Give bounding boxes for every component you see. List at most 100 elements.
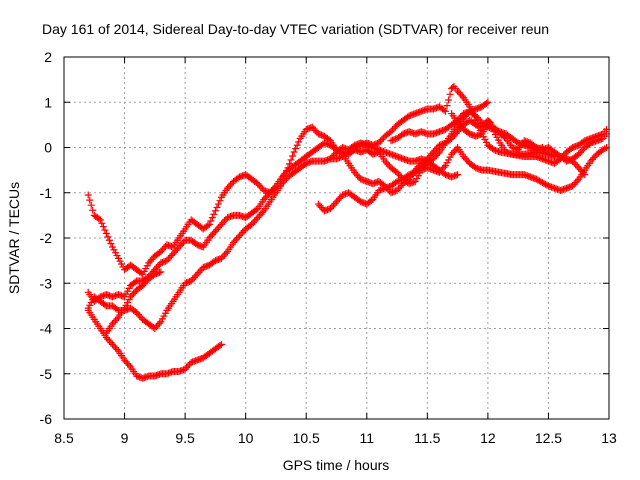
data-point <box>211 227 219 235</box>
data-point <box>310 125 318 133</box>
data-point <box>579 138 587 146</box>
data-point <box>105 337 113 345</box>
data-point <box>429 148 437 156</box>
data-point <box>603 144 611 151</box>
series-track-7 <box>326 139 462 181</box>
y-tick-label: 0 <box>44 140 52 156</box>
data-point <box>482 122 490 130</box>
data-point <box>457 113 465 121</box>
data-point <box>214 200 222 208</box>
data-point <box>395 185 403 193</box>
data-point <box>151 325 159 332</box>
data-point <box>205 220 213 228</box>
data-point <box>164 255 172 263</box>
data-point <box>432 145 440 153</box>
data-point <box>230 239 238 247</box>
data-point <box>148 255 156 263</box>
data-point <box>183 364 191 372</box>
y-tick-label: -3 <box>40 275 53 291</box>
data-point <box>149 271 157 279</box>
data-point <box>207 217 215 225</box>
data-point <box>220 251 228 259</box>
data-point <box>329 151 337 159</box>
data-point <box>475 123 483 131</box>
data-point <box>455 89 463 97</box>
data-point <box>457 90 465 98</box>
data-point <box>267 187 275 195</box>
data-point <box>121 356 129 364</box>
data-point <box>381 157 389 165</box>
data-point <box>448 150 456 158</box>
data-point <box>451 147 459 155</box>
data-point <box>541 147 549 155</box>
data-point <box>429 155 437 163</box>
data-point <box>140 280 148 288</box>
data-point <box>576 149 584 157</box>
data-point <box>216 341 224 349</box>
data-point <box>255 181 263 189</box>
series-track-3 <box>84 82 611 332</box>
x-tick-label: 9.5 <box>175 430 195 446</box>
data-point <box>252 206 260 214</box>
data-point <box>463 156 471 164</box>
data-point <box>157 248 165 256</box>
data-point <box>208 214 216 222</box>
data-point <box>231 237 239 245</box>
data-point <box>378 136 386 144</box>
data-point <box>461 154 469 162</box>
data-point <box>454 171 462 179</box>
data-point <box>446 90 454 98</box>
data-point <box>482 99 490 107</box>
data-point <box>570 180 578 188</box>
data-point <box>175 243 183 251</box>
data-point <box>541 180 549 188</box>
data-point <box>96 216 104 224</box>
data-point <box>193 270 201 278</box>
data-point <box>257 183 265 191</box>
data-point <box>314 200 322 208</box>
data-point <box>375 139 383 147</box>
data-point <box>590 154 598 162</box>
data-point <box>220 217 228 225</box>
data-point <box>169 250 177 258</box>
data-point <box>569 182 577 190</box>
data-point <box>84 191 92 199</box>
data-point <box>252 215 260 223</box>
data-point <box>234 174 242 182</box>
y-axis-label: SDTVAR / TECUs <box>6 182 22 294</box>
data-point <box>460 153 468 161</box>
data-point <box>219 219 227 227</box>
data-point <box>225 183 233 191</box>
data-point <box>217 340 225 348</box>
data-point <box>254 180 262 188</box>
data-point <box>472 112 480 120</box>
data-point <box>249 219 257 227</box>
data-point <box>102 229 110 237</box>
data-point <box>579 169 587 177</box>
data-point <box>210 229 218 237</box>
data-point <box>113 305 121 313</box>
chart-title: Day 161 of 2014, Sidereal Day-to-day VTE… <box>42 21 549 37</box>
data-point <box>572 160 580 168</box>
data-point <box>107 339 115 347</box>
data-point <box>152 323 160 331</box>
data-point <box>328 203 336 211</box>
data-point <box>449 149 457 157</box>
data-point <box>572 179 580 187</box>
data-point <box>354 172 362 180</box>
data-point <box>334 196 342 204</box>
data-point <box>443 102 451 110</box>
data-point <box>172 246 180 254</box>
data-point <box>540 179 548 187</box>
data-point <box>333 198 340 206</box>
data-point <box>603 130 611 138</box>
data-point <box>295 138 303 146</box>
series-track-4 <box>84 306 225 382</box>
data-point <box>449 84 457 92</box>
data-point <box>157 268 165 276</box>
data-point <box>105 236 113 244</box>
data-point <box>113 315 121 323</box>
data-point <box>470 163 478 171</box>
data-point <box>163 257 171 265</box>
